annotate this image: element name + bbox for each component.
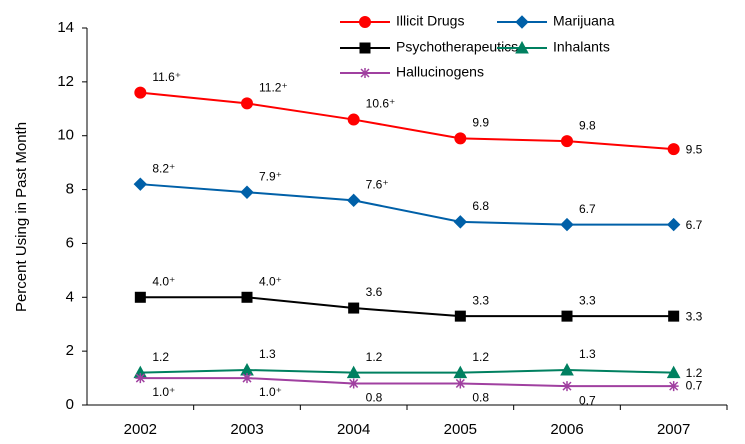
x-tick-label: 2007 bbox=[657, 421, 690, 438]
y-tick-label: 0 bbox=[66, 396, 74, 413]
data-point bbox=[347, 113, 360, 126]
data-point bbox=[134, 291, 146, 303]
legend-marker bbox=[515, 15, 529, 29]
data-point bbox=[134, 86, 147, 99]
legend-marker bbox=[515, 40, 529, 54]
data-point bbox=[346, 365, 361, 379]
data-label: 3.6 bbox=[366, 285, 383, 299]
data-point bbox=[668, 310, 680, 322]
legend-item: Psychotherapeutics bbox=[340, 39, 518, 55]
data-label: 8.2⁺ bbox=[152, 161, 175, 175]
legend-marker bbox=[359, 42, 371, 54]
data-label: 4.0⁺ bbox=[259, 274, 282, 288]
data-point bbox=[135, 373, 146, 384]
data-label: 10.6⁺ bbox=[366, 97, 396, 111]
data-label: 3.3 bbox=[686, 309, 703, 323]
x-tick-label: 2006 bbox=[550, 421, 583, 438]
data-point bbox=[666, 365, 681, 379]
data-label: 6.8 bbox=[472, 199, 489, 213]
data-point bbox=[348, 378, 359, 389]
data-point bbox=[562, 381, 572, 392]
data-label: 11.6⁺ bbox=[152, 70, 181, 84]
data-point bbox=[242, 373, 252, 384]
series-line bbox=[140, 296, 674, 318]
data-label: 1.0⁺ bbox=[259, 385, 282, 399]
data-label: 3.3 bbox=[579, 293, 596, 307]
data-label: 1.3 bbox=[259, 347, 276, 361]
data-label: 3.3 bbox=[472, 293, 489, 307]
legend-label: Illicit Drugs bbox=[396, 13, 464, 29]
data-label: 1.2 bbox=[686, 366, 703, 380]
x-tick-label: 2002 bbox=[124, 421, 157, 438]
legend-label: Marijuana bbox=[553, 13, 615, 29]
data-label: 9.5 bbox=[686, 142, 703, 156]
data-label: 0.7 bbox=[686, 378, 703, 392]
y-axis-title: Percent Using in Past Month bbox=[13, 122, 30, 312]
data-label: 6.7 bbox=[579, 202, 596, 216]
data-label: 7.6⁺ bbox=[366, 178, 389, 192]
data-label: 1.2 bbox=[152, 350, 169, 364]
series-line bbox=[140, 368, 674, 374]
data-point bbox=[561, 135, 573, 148]
series: 1.2 1.3 1.2 1.2 1.3 1.2 bbox=[133, 347, 703, 380]
series-line bbox=[140, 377, 674, 388]
data-label: 9.9 bbox=[472, 116, 489, 130]
data-point bbox=[668, 381, 679, 392]
data-point bbox=[667, 143, 680, 156]
y-tick-label: 6 bbox=[66, 234, 74, 251]
x-tick-label: 2005 bbox=[444, 421, 477, 438]
data-label: 1.3 bbox=[579, 347, 596, 361]
data-point bbox=[666, 217, 681, 232]
series: 4.0⁺ 4.0⁺ 3.6 3.3 3.3 3.3 bbox=[134, 274, 703, 323]
data-label: 9.8 bbox=[579, 118, 596, 132]
data-label: 6.7 bbox=[686, 218, 703, 232]
y-tick-label: 2 bbox=[66, 342, 74, 359]
legend-item: Inhalants bbox=[497, 39, 610, 55]
data-point bbox=[561, 310, 573, 322]
data-label: 1.2 bbox=[472, 350, 489, 364]
legend-label: Psychotherapeutics bbox=[396, 39, 518, 55]
legend-marker bbox=[360, 68, 370, 78]
legend-label: Inhalants bbox=[553, 39, 610, 55]
data-point bbox=[560, 217, 574, 232]
data-point bbox=[346, 193, 361, 208]
legend-item: Hallucinogens bbox=[340, 64, 484, 80]
legend-label: Hallucinogens bbox=[396, 64, 484, 80]
series: 8.2⁺ 7.9⁺ 7.6⁺ 6.8 6.7 6.7 bbox=[133, 161, 703, 232]
legend-item: Illicit Drugs bbox=[340, 13, 464, 29]
series-line bbox=[140, 183, 674, 226]
series: 1.0⁺ 1.0⁺ 0.8 0.8 0.7 0.7 bbox=[135, 373, 703, 407]
data-point bbox=[133, 177, 148, 191]
data-label: 7.9⁺ bbox=[259, 169, 282, 183]
x-tick-label: 2004 bbox=[337, 421, 370, 438]
data-point bbox=[453, 215, 468, 229]
data-point bbox=[455, 378, 466, 389]
data-label: 0.8 bbox=[472, 391, 489, 405]
series: 11.6⁺ 11.2⁺ 10.6⁺ 9.9 9.8 9.5 bbox=[134, 70, 703, 156]
y-tick-label: 4 bbox=[66, 288, 74, 305]
data-point bbox=[240, 185, 254, 199]
data-point bbox=[454, 132, 467, 145]
y-tick-label: 14 bbox=[57, 19, 74, 36]
data-label: 0.8 bbox=[366, 391, 383, 405]
data-label: 1.0⁺ bbox=[152, 385, 175, 399]
data-point bbox=[241, 97, 253, 110]
data-label: 4.0⁺ bbox=[152, 274, 175, 288]
data-label: 1.2 bbox=[366, 350, 383, 364]
data-point bbox=[454, 310, 466, 322]
data-label: 11.2⁺ bbox=[259, 81, 288, 95]
y-tick-label: 10 bbox=[57, 127, 74, 144]
x-tick-label: 2003 bbox=[230, 421, 263, 438]
data-point bbox=[241, 291, 253, 303]
data-label: 0.7 bbox=[579, 393, 596, 407]
data-point bbox=[453, 365, 468, 379]
data-point bbox=[560, 362, 574, 376]
legend-marker bbox=[359, 16, 371, 28]
y-tick-label: 8 bbox=[66, 181, 74, 198]
data-point bbox=[348, 302, 360, 314]
series-line bbox=[140, 91, 674, 151]
y-tick-label: 12 bbox=[57, 73, 74, 90]
legend-item: Marijuana bbox=[497, 13, 615, 29]
